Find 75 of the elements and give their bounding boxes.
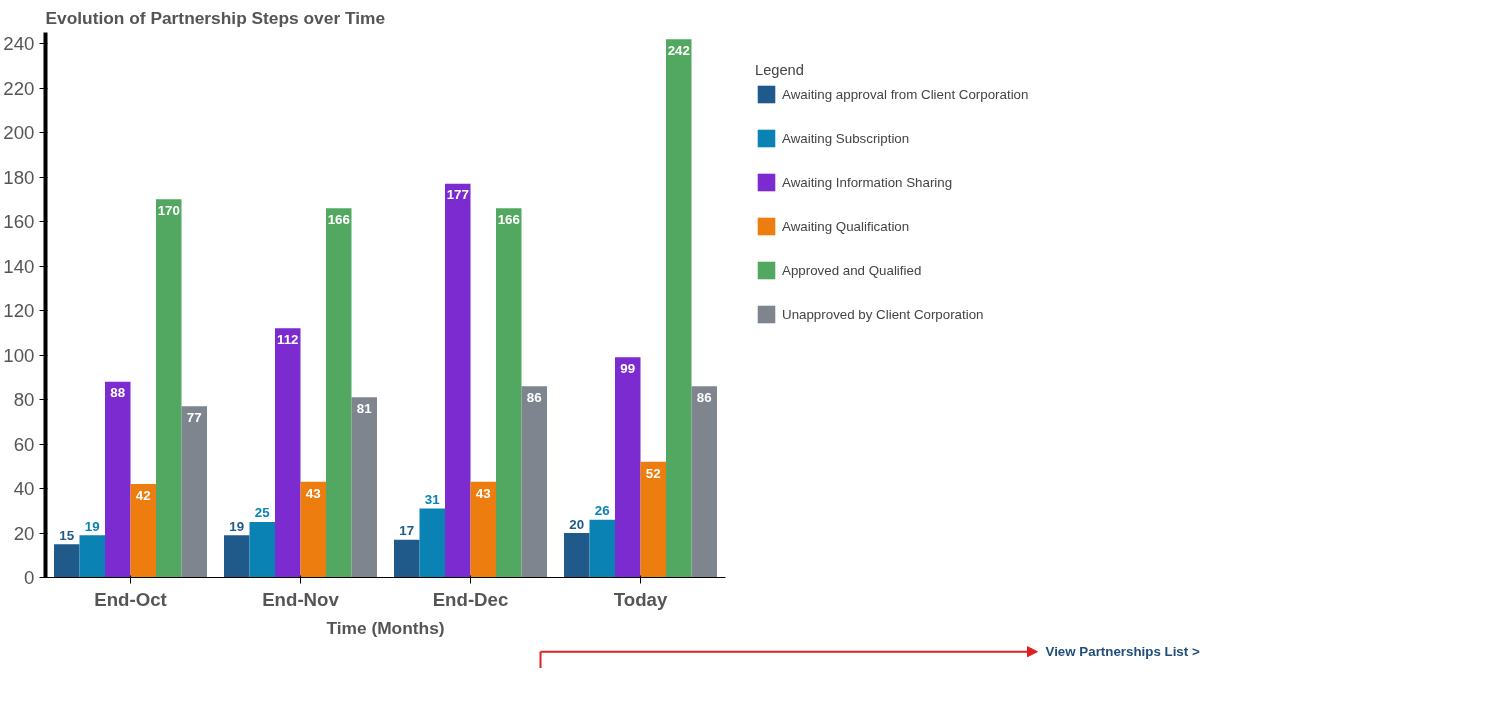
bar (79, 535, 105, 578)
data-label: 242 (667, 42, 690, 58)
x-tick-label: End-Nov (262, 588, 340, 610)
bar (666, 39, 692, 578)
data-label: 43 (475, 485, 491, 501)
bar (105, 381, 131, 578)
data-label: 81 (356, 400, 373, 416)
data-label: 52 (645, 465, 661, 481)
bar (394, 539, 420, 578)
x-tick-label: End-Dec (432, 588, 509, 610)
data-label: 177 (446, 187, 469, 203)
bar (564, 533, 590, 578)
bar (54, 544, 80, 578)
y-tick-label: 20 (13, 522, 35, 544)
data-label: 43 (305, 485, 321, 501)
bar (419, 508, 445, 578)
data-label: 99 (620, 360, 636, 376)
data-label: 88 (110, 385, 126, 401)
bar (445, 183, 471, 578)
y-tick-label: 80 (13, 389, 35, 411)
data-label: 170 (157, 203, 180, 219)
bar (691, 386, 717, 578)
y-tick-label: 120 (3, 300, 35, 322)
y-tick-label: 40 (13, 478, 35, 500)
x-tick-label: End-Oct (94, 588, 167, 610)
data-label: 26 (594, 503, 610, 519)
bar (615, 357, 641, 578)
bar (640, 461, 666, 578)
y-tick-label: 220 (3, 77, 35, 99)
data-label: 19 (84, 518, 100, 534)
bar (249, 521, 275, 578)
legend-label: Awaiting Subscription (782, 130, 911, 146)
bar (351, 397, 377, 578)
data-label: 77 (186, 409, 202, 425)
bar (300, 481, 326, 578)
y-tick-label: 160 (3, 211, 35, 233)
data-label: 15 (59, 527, 75, 543)
bar (181, 406, 207, 578)
bar (156, 199, 182, 578)
legend-title: Legend (755, 62, 805, 78)
legend-label: Approved and Qualified (782, 262, 923, 278)
data-label: 17 (399, 523, 415, 539)
y-tick-label: 0 (24, 567, 35, 588)
bar (470, 481, 496, 578)
y-tick-label: 180 (3, 166, 35, 188)
text: View Partnerships List > (1045, 644, 1200, 660)
data-label: 86 (696, 389, 712, 405)
x-tick-label: Today (613, 588, 668, 610)
data-label: 25 (254, 505, 271, 521)
y-tick-label: 100 (3, 344, 35, 366)
legend-label: Awaiting Information Sharing (782, 174, 954, 190)
bar (130, 484, 156, 578)
bar (275, 328, 301, 578)
data-label: 20 (569, 516, 585, 532)
bar (521, 386, 547, 578)
legend-label: Unapproved by Client Corporation (782, 306, 985, 322)
data-label: 19 (229, 518, 245, 534)
data-label: 166 (327, 211, 350, 227)
y-tick-label: 140 (3, 255, 35, 277)
bar (326, 208, 352, 578)
legend-label: Awaiting Qualification (782, 218, 911, 234)
data-label: 166 (497, 211, 520, 227)
chart-title: Evolution of Partnership Steps over Time (45, 7, 386, 28)
data-label: 31 (424, 492, 441, 508)
bar (496, 208, 522, 578)
y-tick-label: 200 (3, 122, 35, 144)
y-tick-label: 60 (13, 433, 35, 455)
x-axis-title: Time (Months) (326, 617, 445, 638)
legend-label: Awaiting approval from Client Corporation (782, 86, 1030, 102)
y-tick-label: 240 (3, 33, 35, 55)
data-label: 42 (135, 487, 151, 503)
data-label: 112 (277, 332, 299, 348)
bar (224, 535, 250, 578)
bar (589, 519, 615, 578)
data-label: 86 (526, 389, 542, 405)
